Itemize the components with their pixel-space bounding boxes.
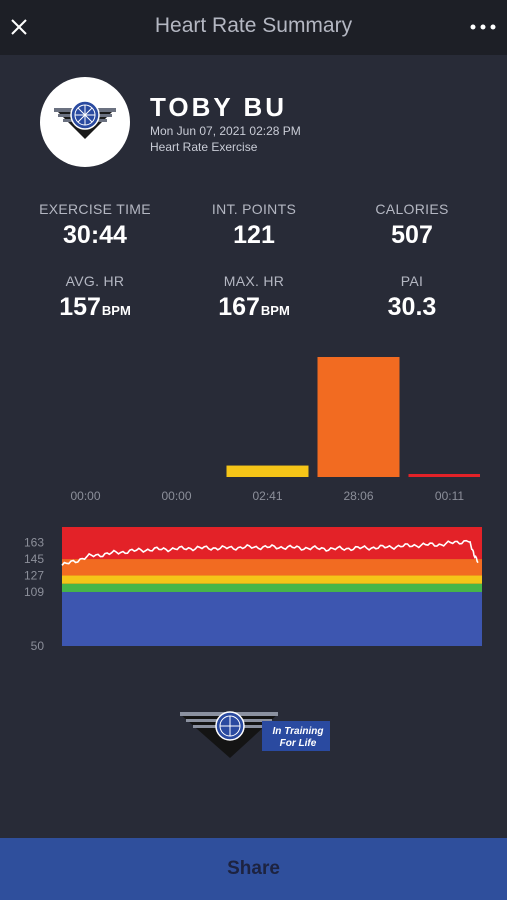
close-icon	[11, 19, 27, 35]
heart-rate-zone-bar-chart: 00:00 00:00 02:41 28:06 00:11	[70, 357, 480, 503]
logo-line-2: For Life	[280, 738, 317, 749]
stat-label: INT. POINTS	[211, 201, 297, 217]
stat-label: MAX. HR	[223, 273, 285, 289]
stat-pai: PAI 30.3	[332, 273, 492, 322]
stat-exercise-time: EXERCISE TIME 30:44	[15, 201, 175, 250]
hr-zone-band	[62, 559, 482, 576]
zone-bar	[317, 357, 400, 477]
in-training-for-life-logo: In Training For Life	[180, 711, 330, 758]
zone-bar	[408, 474, 480, 477]
stat-label: CALORIES	[375, 201, 449, 217]
stat-value: 157	[59, 293, 101, 321]
workout-date: Mon Jun 07, 2021 02:28 PM	[150, 124, 301, 138]
stat-value: 121	[233, 221, 275, 249]
zone-bar-label: 28:06	[343, 489, 373, 503]
stat-avg-hr: AVG. HR 157BPM	[15, 273, 175, 322]
stat-value: 30:44	[63, 221, 127, 249]
zone-bar-label: 02:41	[252, 489, 282, 503]
hr-zone-band	[62, 575, 482, 584]
stat-value-row: 157BPM	[15, 293, 175, 322]
share-button[interactable]: Share	[0, 838, 507, 900]
hr-zone-band	[62, 527, 482, 560]
stat-label: AVG. HR	[65, 273, 125, 289]
zone-bar-label: 00:00	[161, 489, 191, 503]
stat-value: 30.3	[387, 293, 437, 321]
avatar	[40, 77, 130, 167]
stat-unit: BPM	[101, 303, 131, 318]
hr-axis-tick: 163	[24, 536, 44, 550]
stat-value: 167	[218, 293, 260, 321]
stat-value: 507	[391, 221, 433, 249]
stat-int-points: INT. POINTS 121	[174, 201, 334, 250]
stat-calories: CALORIES 507	[332, 201, 492, 250]
stat-max-hr: MAX. HR 167BPM	[174, 273, 334, 322]
hr-axis-tick: 145	[24, 552, 44, 566]
stat-label: EXERCISE TIME	[39, 201, 151, 217]
heart-rate-line-chart: 163 145 127 109 50	[24, 527, 482, 653]
more-options-button[interactable]	[469, 18, 497, 36]
hr-line	[61, 539, 479, 566]
logo-line-1: In Training	[273, 726, 324, 737]
hr-axis-tick: 109	[24, 585, 44, 599]
zone-bar	[226, 465, 309, 477]
cycling-logo-icon	[54, 100, 116, 139]
zone-bar-label: 00:11	[435, 489, 464, 503]
workout-type: Heart Rate Exercise	[150, 140, 258, 154]
hr-zone-band	[62, 583, 482, 592]
user-name: TOBY BU	[150, 92, 288, 122]
close-button[interactable]	[8, 16, 30, 38]
page-title: Heart Rate Summary	[154, 14, 353, 37]
more-horizontal-icon	[470, 24, 496, 30]
stat-value-row: 167BPM	[174, 293, 334, 322]
stat-label: PAI	[400, 273, 424, 289]
stat-unit: BPM	[260, 303, 290, 318]
hr-zone-band	[62, 591, 482, 646]
hr-axis-tick: 50	[31, 639, 45, 653]
hr-axis-tick: 127	[24, 569, 44, 583]
top-bar: Heart Rate Summary	[0, 0, 507, 55]
zone-bar-label: 00:00	[70, 489, 100, 503]
